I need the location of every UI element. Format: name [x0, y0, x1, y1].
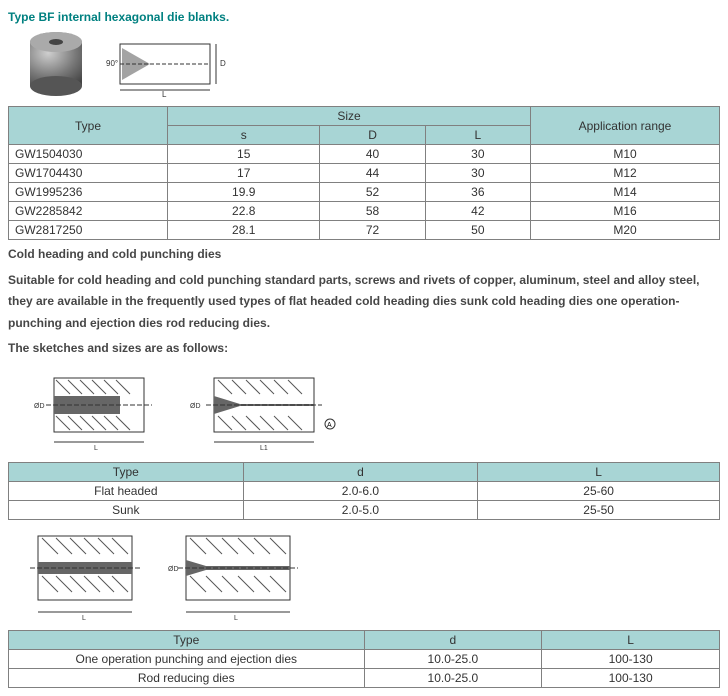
table-2-wrap: Type d L Flat headed 2.0-6.0 25-60 Sunk … — [8, 462, 720, 520]
cell: M10 — [531, 145, 720, 164]
svg-text:L: L — [234, 615, 238, 622]
th-app: Application range — [531, 107, 720, 145]
svg-text:L: L — [82, 615, 86, 622]
th-type: Type — [9, 630, 365, 649]
cell: M12 — [531, 164, 720, 183]
cell: 100-130 — [542, 668, 720, 687]
cell: 28.1 — [168, 221, 320, 240]
cell: 30 — [425, 164, 530, 183]
rod-reducing-die-icon: L ØD — [162, 526, 312, 622]
cell: 10.0-25.0 — [364, 649, 542, 668]
cell: 10.0-25.0 — [364, 668, 542, 687]
svg-text:L1: L1 — [260, 445, 268, 452]
punching-die-icon: L — [18, 526, 148, 622]
cell: 40 — [320, 145, 425, 164]
th-d: d — [243, 462, 478, 481]
table-3-wrap: Type d L One operation punching and ejec… — [8, 630, 720, 688]
table-row: One operation punching and ejection dies… — [9, 649, 720, 668]
cell: 72 — [320, 221, 425, 240]
table-row: GW1504030 15 40 30 M10 — [9, 145, 720, 164]
cell: 44 — [320, 164, 425, 183]
svg-text:D: D — [220, 59, 226, 68]
cell: One operation punching and ejection dies — [9, 649, 365, 668]
table-2: Type d L Flat headed 2.0-6.0 25-60 Sunk … — [8, 462, 720, 520]
cell: Flat headed — [9, 481, 244, 500]
table-row: Rod reducing dies 10.0-25.0 100-130 — [9, 668, 720, 687]
cell: 58 — [320, 202, 425, 221]
th-D: D — [320, 126, 425, 145]
cell: GW1995236 — [9, 183, 168, 202]
cell: GW2285842 — [9, 202, 168, 221]
cell: 25-60 — [478, 481, 720, 500]
cell: 52 — [320, 183, 425, 202]
cell: M14 — [531, 183, 720, 202]
th-d: d — [364, 630, 542, 649]
table-1: Type Size Application range s D L GW1504… — [8, 106, 720, 240]
paragraph-2: The sketches and sizes are as follows: — [8, 338, 720, 360]
diagram-row-1: D L 90° — [26, 30, 720, 98]
paragraph-1: Suitable for cold heading and cold punch… — [8, 270, 720, 335]
table-3: Type d L One operation punching and ejec… — [8, 630, 720, 688]
svg-text:90°: 90° — [106, 59, 118, 68]
table-row: GW1704430 17 44 30 M12 — [9, 164, 720, 183]
cell: 42 — [425, 202, 530, 221]
cell: 2.0-6.0 — [243, 481, 478, 500]
flat-headed-die-icon: ØD L — [26, 366, 166, 454]
th-L: L — [425, 126, 530, 145]
cylinder-3d-icon — [26, 30, 86, 98]
cell: 19.9 — [168, 183, 320, 202]
cylinder-cross-section-icon: D L 90° — [100, 30, 230, 98]
diagram-row-2: ØD L ØD L1 A — [26, 366, 720, 454]
th-L: L — [478, 462, 720, 481]
table-row: Sunk 2.0-5.0 25-50 — [9, 500, 720, 519]
svg-text:ØD: ØD — [190, 403, 201, 410]
diagram-row-3: L L ØD — [18, 526, 720, 622]
cell: GW1704430 — [9, 164, 168, 183]
subtitle-cold-heading: Cold heading and cold punching dies — [8, 244, 720, 266]
sunk-die-icon: ØD L1 A — [180, 366, 340, 454]
table-1-wrap: Type Size Application range s D L GW1504… — [8, 106, 720, 240]
cell: 22.8 — [168, 202, 320, 221]
th-L: L — [542, 630, 720, 649]
cell: M16 — [531, 202, 720, 221]
cell: 17 — [168, 164, 320, 183]
table-row: GW1995236 19.9 52 36 M14 — [9, 183, 720, 202]
cell: 2.0-5.0 — [243, 500, 478, 519]
cell: 15 — [168, 145, 320, 164]
cell: 25-50 — [478, 500, 720, 519]
svg-text:A: A — [327, 422, 332, 429]
cell: M20 — [531, 221, 720, 240]
svg-text:L: L — [94, 445, 98, 452]
table-row: GW2817250 28.1 72 50 M20 — [9, 221, 720, 240]
th-s: s — [168, 126, 320, 145]
th-type: Type — [9, 462, 244, 481]
cell: GW1504030 — [9, 145, 168, 164]
table-row: GW2285842 22.8 58 42 M16 — [9, 202, 720, 221]
cell: 50 — [425, 221, 530, 240]
svg-text:ØD: ØD — [168, 566, 179, 573]
svg-text:L: L — [162, 90, 167, 98]
cell: 36 — [425, 183, 530, 202]
cell: Sunk — [9, 500, 244, 519]
th-type: Type — [9, 107, 168, 145]
th-size: Size — [168, 107, 531, 126]
cell: Rod reducing dies — [9, 668, 365, 687]
cell: 30 — [425, 145, 530, 164]
svg-text:ØD: ØD — [34, 403, 45, 410]
table-row: Flat headed 2.0-6.0 25-60 — [9, 481, 720, 500]
cell: GW2817250 — [9, 221, 168, 240]
cell: 100-130 — [542, 649, 720, 668]
page-title: Type BF internal hexagonal die blanks. — [8, 10, 720, 24]
